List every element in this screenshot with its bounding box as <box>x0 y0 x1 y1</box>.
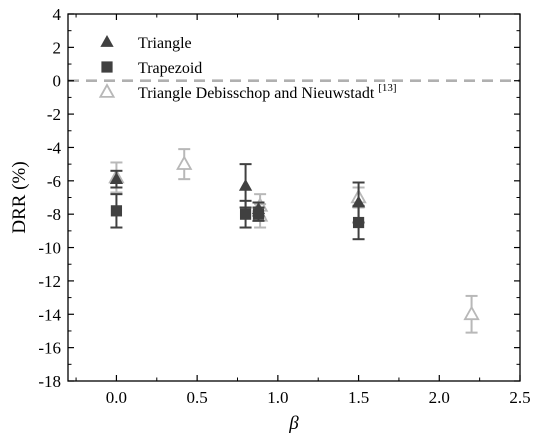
data-point <box>176 155 193 170</box>
legend-label-text: Triangle Debisschop and Nieuwstadt <box>138 85 375 102</box>
data-point <box>109 172 124 185</box>
x-tick-label: 2.0 <box>429 388 450 407</box>
series-2 <box>108 148 480 334</box>
y-tick-label: -10 <box>38 239 61 258</box>
legend-label: Triangle <box>138 35 192 52</box>
legend-label-text: Triangle <box>138 35 192 52</box>
legend-label-text: Trapezoid <box>138 60 202 77</box>
data-point <box>238 178 253 191</box>
y-tick-label: 2 <box>53 38 62 57</box>
x-axis-title: β <box>288 413 299 434</box>
legend-marker <box>100 35 114 47</box>
y-tick-label: -18 <box>38 372 61 391</box>
y-tick-label: -4 <box>47 138 62 157</box>
x-tick-label: 0.5 <box>187 388 208 407</box>
y-tick-label: 4 <box>53 5 62 24</box>
x-tick-label: 2.5 <box>509 388 530 407</box>
y-tick-label: -14 <box>38 305 61 324</box>
y-tick-label: -12 <box>38 272 61 291</box>
legend-label-superscript: [13] <box>378 82 396 94</box>
series-1 <box>110 193 365 241</box>
x-tick-label: 1.5 <box>348 388 369 407</box>
data-point <box>351 195 366 208</box>
data-point <box>252 208 265 220</box>
legend-label: Triangle Debisschop and Nieuwstadt [13] <box>138 82 397 102</box>
x-tick-label: 1.0 <box>267 388 288 407</box>
y-tick-label: -2 <box>47 105 61 124</box>
plot-frame <box>67 13 521 382</box>
ticks-layer: 4 2 0 -2 -4 -6 -8 -10 -12 -14 -16 -18 0.0 0.5 1.0 1.5 2.… <box>38 5 530 407</box>
y-axis-title: DRR (%) <box>9 161 30 233</box>
series-0 <box>109 163 366 224</box>
legend-marker <box>101 61 113 73</box>
data-point <box>239 208 252 220</box>
y-tick-label: -16 <box>38 339 61 358</box>
data-point <box>463 305 480 321</box>
y-tick-label: -8 <box>47 205 61 224</box>
legend-label: Trapezoid <box>138 60 202 77</box>
legend-marker <box>98 83 116 98</box>
y-tick-label: -6 <box>47 172 61 191</box>
y-tick-label: 0 <box>53 72 62 91</box>
data-point <box>352 216 365 229</box>
x-tick-label: 0.0 <box>106 388 127 407</box>
series-layer <box>108 148 480 334</box>
data-point <box>110 205 123 217</box>
legend: Triangle Trapezoid Triangle Debisschop and… <box>98 35 397 102</box>
